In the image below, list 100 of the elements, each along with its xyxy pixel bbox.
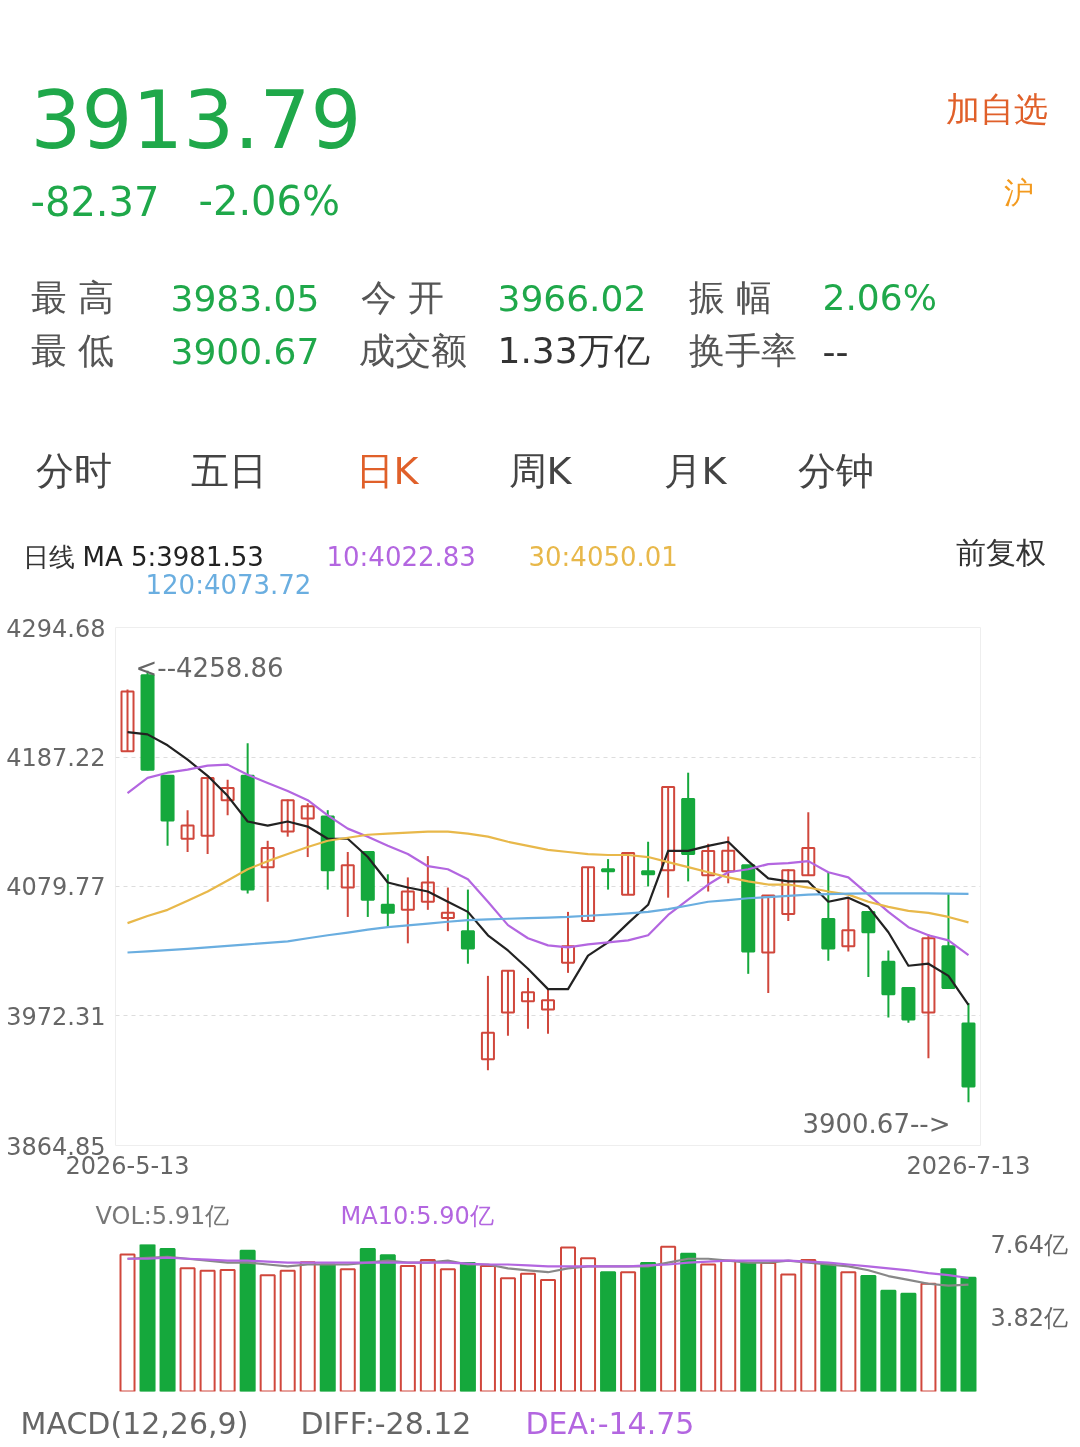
y-tick-label: 3.82亿 (990, 1304, 1068, 1332)
candlestick (621, 850, 636, 896)
bar (399, 1265, 416, 1392)
bar (159, 1248, 176, 1392)
candlestick (200, 776, 215, 856)
series-label: MA10:5.90亿 (340, 1201, 494, 1230)
candlestick (380, 873, 395, 929)
bar (640, 1261, 657, 1392)
y-tick-label: 4079.77 (6, 873, 106, 902)
y-tick-label: 3972.31 (6, 1003, 106, 1031)
text: 最 低 (30, 330, 114, 371)
bar (499, 1277, 516, 1392)
text: 前复权 (955, 535, 1046, 570)
text: DEA:-14.75 (525, 1406, 695, 1441)
bar (479, 1265, 496, 1392)
bar (279, 1269, 296, 1392)
candlestick (400, 876, 415, 945)
chart-title: 3913.79 (30, 74, 362, 167)
candlestick (781, 868, 796, 923)
bar (560, 1246, 577, 1392)
x-tick-label: 2026-7-13 (906, 1151, 1031, 1180)
text: -2.06% (198, 177, 341, 224)
bar (319, 1263, 336, 1392)
bar (940, 1268, 957, 1392)
bar (600, 1271, 617, 1392)
bar (259, 1274, 276, 1392)
text: 今 开 (360, 277, 444, 318)
bar (519, 1272, 536, 1392)
annotation: <--4258.86 (135, 652, 284, 683)
line-series (126, 730, 970, 1006)
text: DIFF:-28.12 (300, 1406, 472, 1441)
candlestick (921, 933, 936, 1060)
candlestick (480, 974, 495, 1072)
bar (700, 1263, 717, 1392)
bar (880, 1289, 897, 1392)
text: 2.06% (822, 277, 937, 318)
candlestick (861, 910, 876, 978)
bar (379, 1254, 396, 1392)
text: 五日 (190, 448, 267, 493)
bar (780, 1273, 797, 1392)
candlestick (841, 896, 856, 953)
candlestick (601, 858, 616, 891)
candlestick (340, 850, 355, 918)
candlestick (721, 835, 736, 885)
bar (459, 1261, 476, 1392)
text: 10:4022.83 (326, 541, 476, 572)
text: -- (822, 330, 849, 372)
bar (219, 1268, 236, 1392)
bar (539, 1278, 557, 1392)
text: 分钟 (797, 448, 874, 493)
bar (680, 1252, 697, 1392)
candlestick (440, 886, 455, 933)
candlestick (460, 888, 475, 965)
text: 沪 (1003, 175, 1034, 210)
text: 日K (355, 448, 420, 493)
candlestick (540, 989, 556, 1035)
text: 分时 (35, 448, 112, 493)
bar (620, 1271, 637, 1392)
bar (860, 1275, 877, 1392)
candlestick (180, 809, 195, 853)
bar (359, 1248, 376, 1392)
bar (339, 1268, 356, 1392)
text: 3983.05 (170, 277, 320, 319)
candlestick (500, 969, 515, 1037)
text: 振 幅 (688, 277, 772, 318)
text: 月K (663, 448, 728, 493)
candlestick (641, 840, 656, 888)
candlestick (220, 778, 235, 817)
bar (660, 1245, 677, 1392)
candlestick (300, 802, 315, 859)
candlestick (661, 785, 676, 899)
text: 最 高 (30, 277, 114, 318)
candlestick (761, 894, 776, 995)
bar (800, 1258, 817, 1392)
bar (820, 1263, 837, 1392)
y-tick-label: 7.64亿 (990, 1230, 1068, 1259)
text: 加自选 (945, 88, 1048, 129)
bar (580, 1257, 597, 1392)
text: 3966.02 (497, 277, 647, 319)
text: 成交额 (358, 330, 467, 371)
candlestick (581, 866, 596, 923)
annotation: 3900.67--> (802, 1108, 951, 1139)
candlestick (801, 811, 816, 877)
bar (900, 1292, 917, 1392)
bar (840, 1271, 857, 1392)
candlestick (280, 798, 295, 838)
text: -82.37 (30, 178, 160, 225)
bar (960, 1276, 977, 1392)
bar (419, 1258, 436, 1392)
bar (740, 1261, 757, 1392)
legend-title: 日线 (22, 541, 75, 572)
text: 30:4050.01 (528, 541, 678, 572)
y-tick-label: 4294.68 (6, 614, 106, 643)
bar (439, 1268, 456, 1392)
text: 1.33万亿 (497, 330, 650, 371)
text: 周K (508, 448, 573, 493)
candlestick (260, 839, 275, 903)
bar (119, 1253, 136, 1392)
candlestick (120, 688, 135, 753)
bar (199, 1269, 216, 1392)
